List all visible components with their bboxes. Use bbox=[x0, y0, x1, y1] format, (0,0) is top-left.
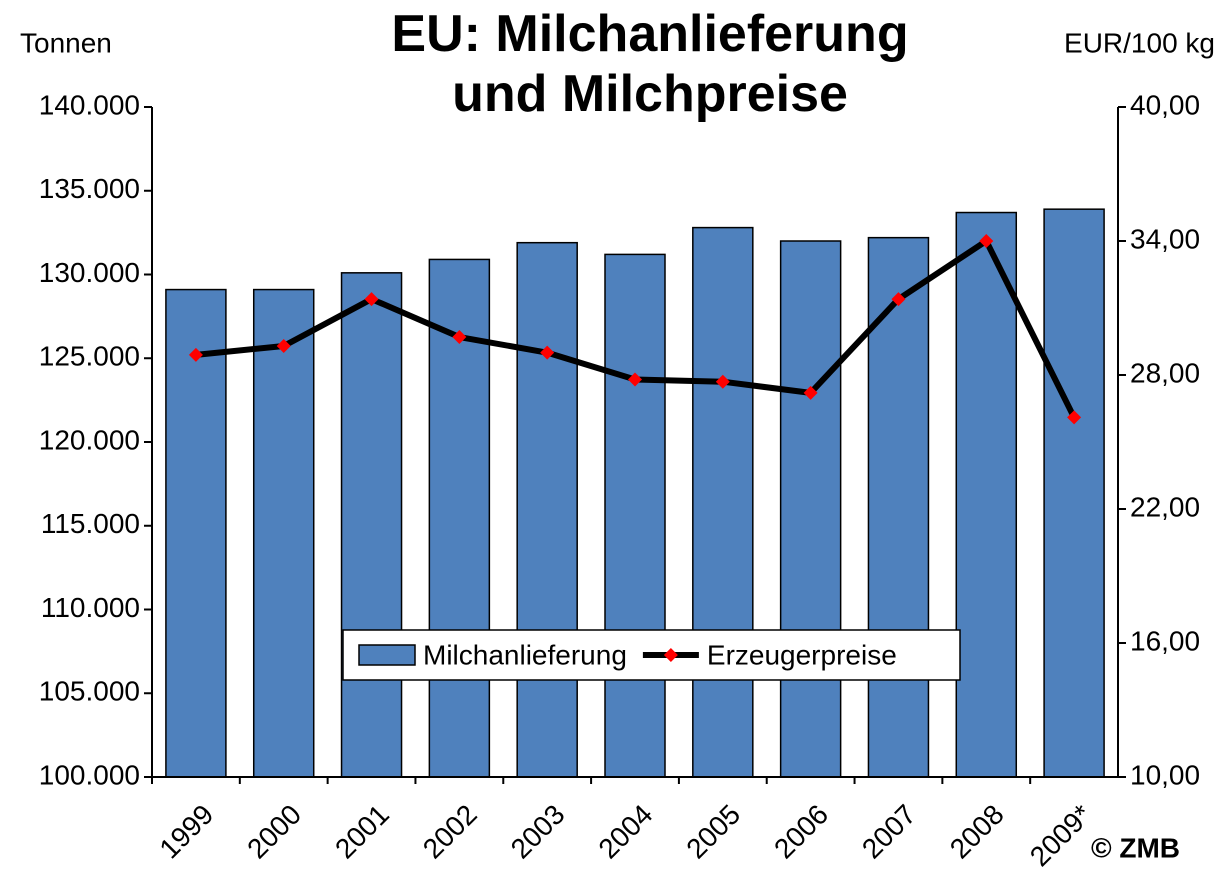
y-tick-label: 105.000 bbox=[39, 676, 140, 707]
marker bbox=[1067, 410, 1082, 425]
y2-tick-label: 10,00 bbox=[1130, 759, 1200, 790]
y2-tick-label: 22,00 bbox=[1130, 491, 1200, 522]
y-tick-label: 140.000 bbox=[39, 89, 140, 120]
x-tick-label: 2006 bbox=[768, 799, 834, 865]
bar bbox=[1043, 208, 1105, 778]
marker bbox=[715, 374, 730, 389]
chart-title: EU: Milchanlieferung und Milchpreise bbox=[391, 5, 909, 123]
annotation: © ZMB bbox=[1091, 832, 1180, 863]
bar bbox=[252, 288, 315, 778]
legend-label: Erzeugerpreise bbox=[707, 639, 897, 670]
marker bbox=[979, 234, 994, 248]
bar bbox=[428, 258, 491, 778]
y2-axis-label: EUR/100 kg bbox=[1064, 27, 1215, 58]
x-tick-label: 2003 bbox=[505, 799, 571, 865]
y2-tick-label: 40,00 bbox=[1130, 89, 1200, 120]
marker bbox=[276, 338, 291, 353]
y2-tick-label: 16,00 bbox=[1130, 625, 1200, 656]
bar bbox=[867, 236, 930, 778]
y-tick-label: 115.000 bbox=[41, 508, 140, 539]
bar bbox=[779, 240, 842, 778]
y-tick-label: 100.000 bbox=[39, 759, 140, 790]
bar bbox=[340, 272, 403, 778]
y-tick-label: 135.000 bbox=[39, 173, 140, 204]
x-tick-label: 2009* bbox=[1024, 798, 1098, 872]
x-tick-label: 2005 bbox=[680, 799, 746, 865]
y-tick-label: 120.000 bbox=[39, 424, 140, 455]
x-tick-label: 2002 bbox=[417, 799, 483, 865]
marker bbox=[188, 347, 203, 362]
marker bbox=[540, 345, 555, 360]
legend-marker bbox=[663, 648, 678, 662]
marker bbox=[891, 292, 906, 307]
y-tick-label: 130.000 bbox=[39, 257, 140, 288]
y-tick-label: 110.000 bbox=[41, 592, 140, 623]
marker bbox=[364, 292, 379, 307]
x-tick-label: 2001 bbox=[329, 799, 395, 865]
x-tick-label: 2008 bbox=[944, 799, 1010, 865]
marker bbox=[452, 330, 467, 345]
legend-swatch bbox=[358, 644, 416, 666]
x-tick-label: 2007 bbox=[856, 799, 922, 865]
bar bbox=[692, 226, 754, 778]
bar bbox=[955, 211, 1018, 778]
bar bbox=[516, 241, 578, 778]
y2-tick-label: 28,00 bbox=[1130, 357, 1200, 388]
legend-label: Milchanlieferung bbox=[423, 639, 627, 670]
bar bbox=[165, 288, 227, 778]
x-tick-label: 2004 bbox=[592, 799, 658, 865]
bar bbox=[604, 253, 666, 778]
marker bbox=[628, 372, 642, 387]
y-axis-label: Tonnen bbox=[20, 27, 112, 58]
x-tick-label: 1999 bbox=[153, 799, 219, 865]
y2-tick-label: 34,00 bbox=[1130, 223, 1200, 254]
x-tick-label: 2000 bbox=[241, 799, 307, 865]
marker bbox=[803, 385, 818, 400]
y-tick-label: 125.000 bbox=[39, 341, 140, 372]
